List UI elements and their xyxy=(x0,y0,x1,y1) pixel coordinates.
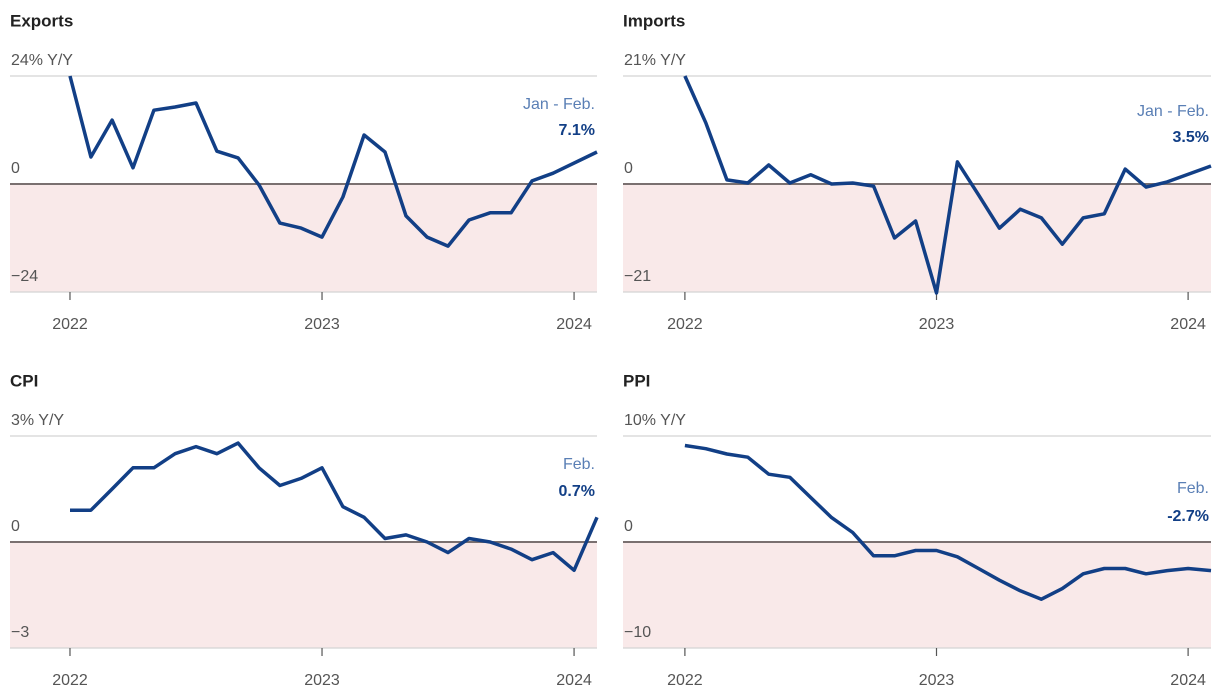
last-value-label: -2.7% xyxy=(1167,508,1209,525)
y-tick-label: 0 xyxy=(624,160,633,177)
y-tick-label: 10% Y/Y xyxy=(624,412,686,429)
chart-title: Imports xyxy=(623,11,685,30)
x-tick-label: 2024 xyxy=(1170,316,1206,333)
y-tick-label: −3 xyxy=(11,624,29,641)
data-line xyxy=(683,75,1212,295)
annotation: Feb. xyxy=(1177,480,1209,497)
y-tick-label: 3% Y/Y xyxy=(11,412,64,429)
x-tick-label: 2024 xyxy=(556,316,592,333)
y-tick-label: 21% Y/Y xyxy=(624,52,686,69)
chart-title: PPI xyxy=(623,371,650,390)
y-tick-label: −10 xyxy=(624,624,651,641)
y-tick-label: −21 xyxy=(624,268,651,285)
chart-title: Exports xyxy=(10,11,73,30)
annotation: Jan - Feb. xyxy=(523,96,595,113)
negative-area xyxy=(10,184,597,292)
data-line xyxy=(684,443,1212,601)
last-value-label: 0.7% xyxy=(559,483,595,500)
data-line xyxy=(70,441,599,573)
x-tick-label: 2022 xyxy=(52,672,88,689)
data-line xyxy=(68,75,598,248)
y-tick-label: 0 xyxy=(624,518,633,535)
x-tick-label: 2024 xyxy=(556,672,592,689)
x-tick-label: 2022 xyxy=(667,672,703,689)
annotation: Feb. xyxy=(563,456,595,473)
x-tick-label: 2023 xyxy=(919,672,955,689)
x-tick-label: 2022 xyxy=(52,316,88,333)
chart-title: CPI xyxy=(10,371,38,390)
annotation: Jan - Feb. xyxy=(1137,103,1209,120)
x-tick-label: 2022 xyxy=(667,316,703,333)
x-tick-label: 2023 xyxy=(919,316,955,333)
last-value-label: 3.5% xyxy=(1173,129,1209,146)
y-tick-label: 0 xyxy=(11,160,20,177)
negative-area xyxy=(10,542,597,648)
x-tick-label: 2023 xyxy=(304,672,340,689)
y-tick-label: −24 xyxy=(11,268,38,285)
last-value-label: 7.1% xyxy=(559,122,595,139)
negative-area xyxy=(623,184,1211,292)
y-tick-label: 24% Y/Y xyxy=(11,52,73,69)
x-tick-label: 2024 xyxy=(1170,672,1206,689)
x-tick-label: 2023 xyxy=(304,316,340,333)
negative-area xyxy=(623,542,1211,648)
y-tick-label: 0 xyxy=(11,518,20,535)
